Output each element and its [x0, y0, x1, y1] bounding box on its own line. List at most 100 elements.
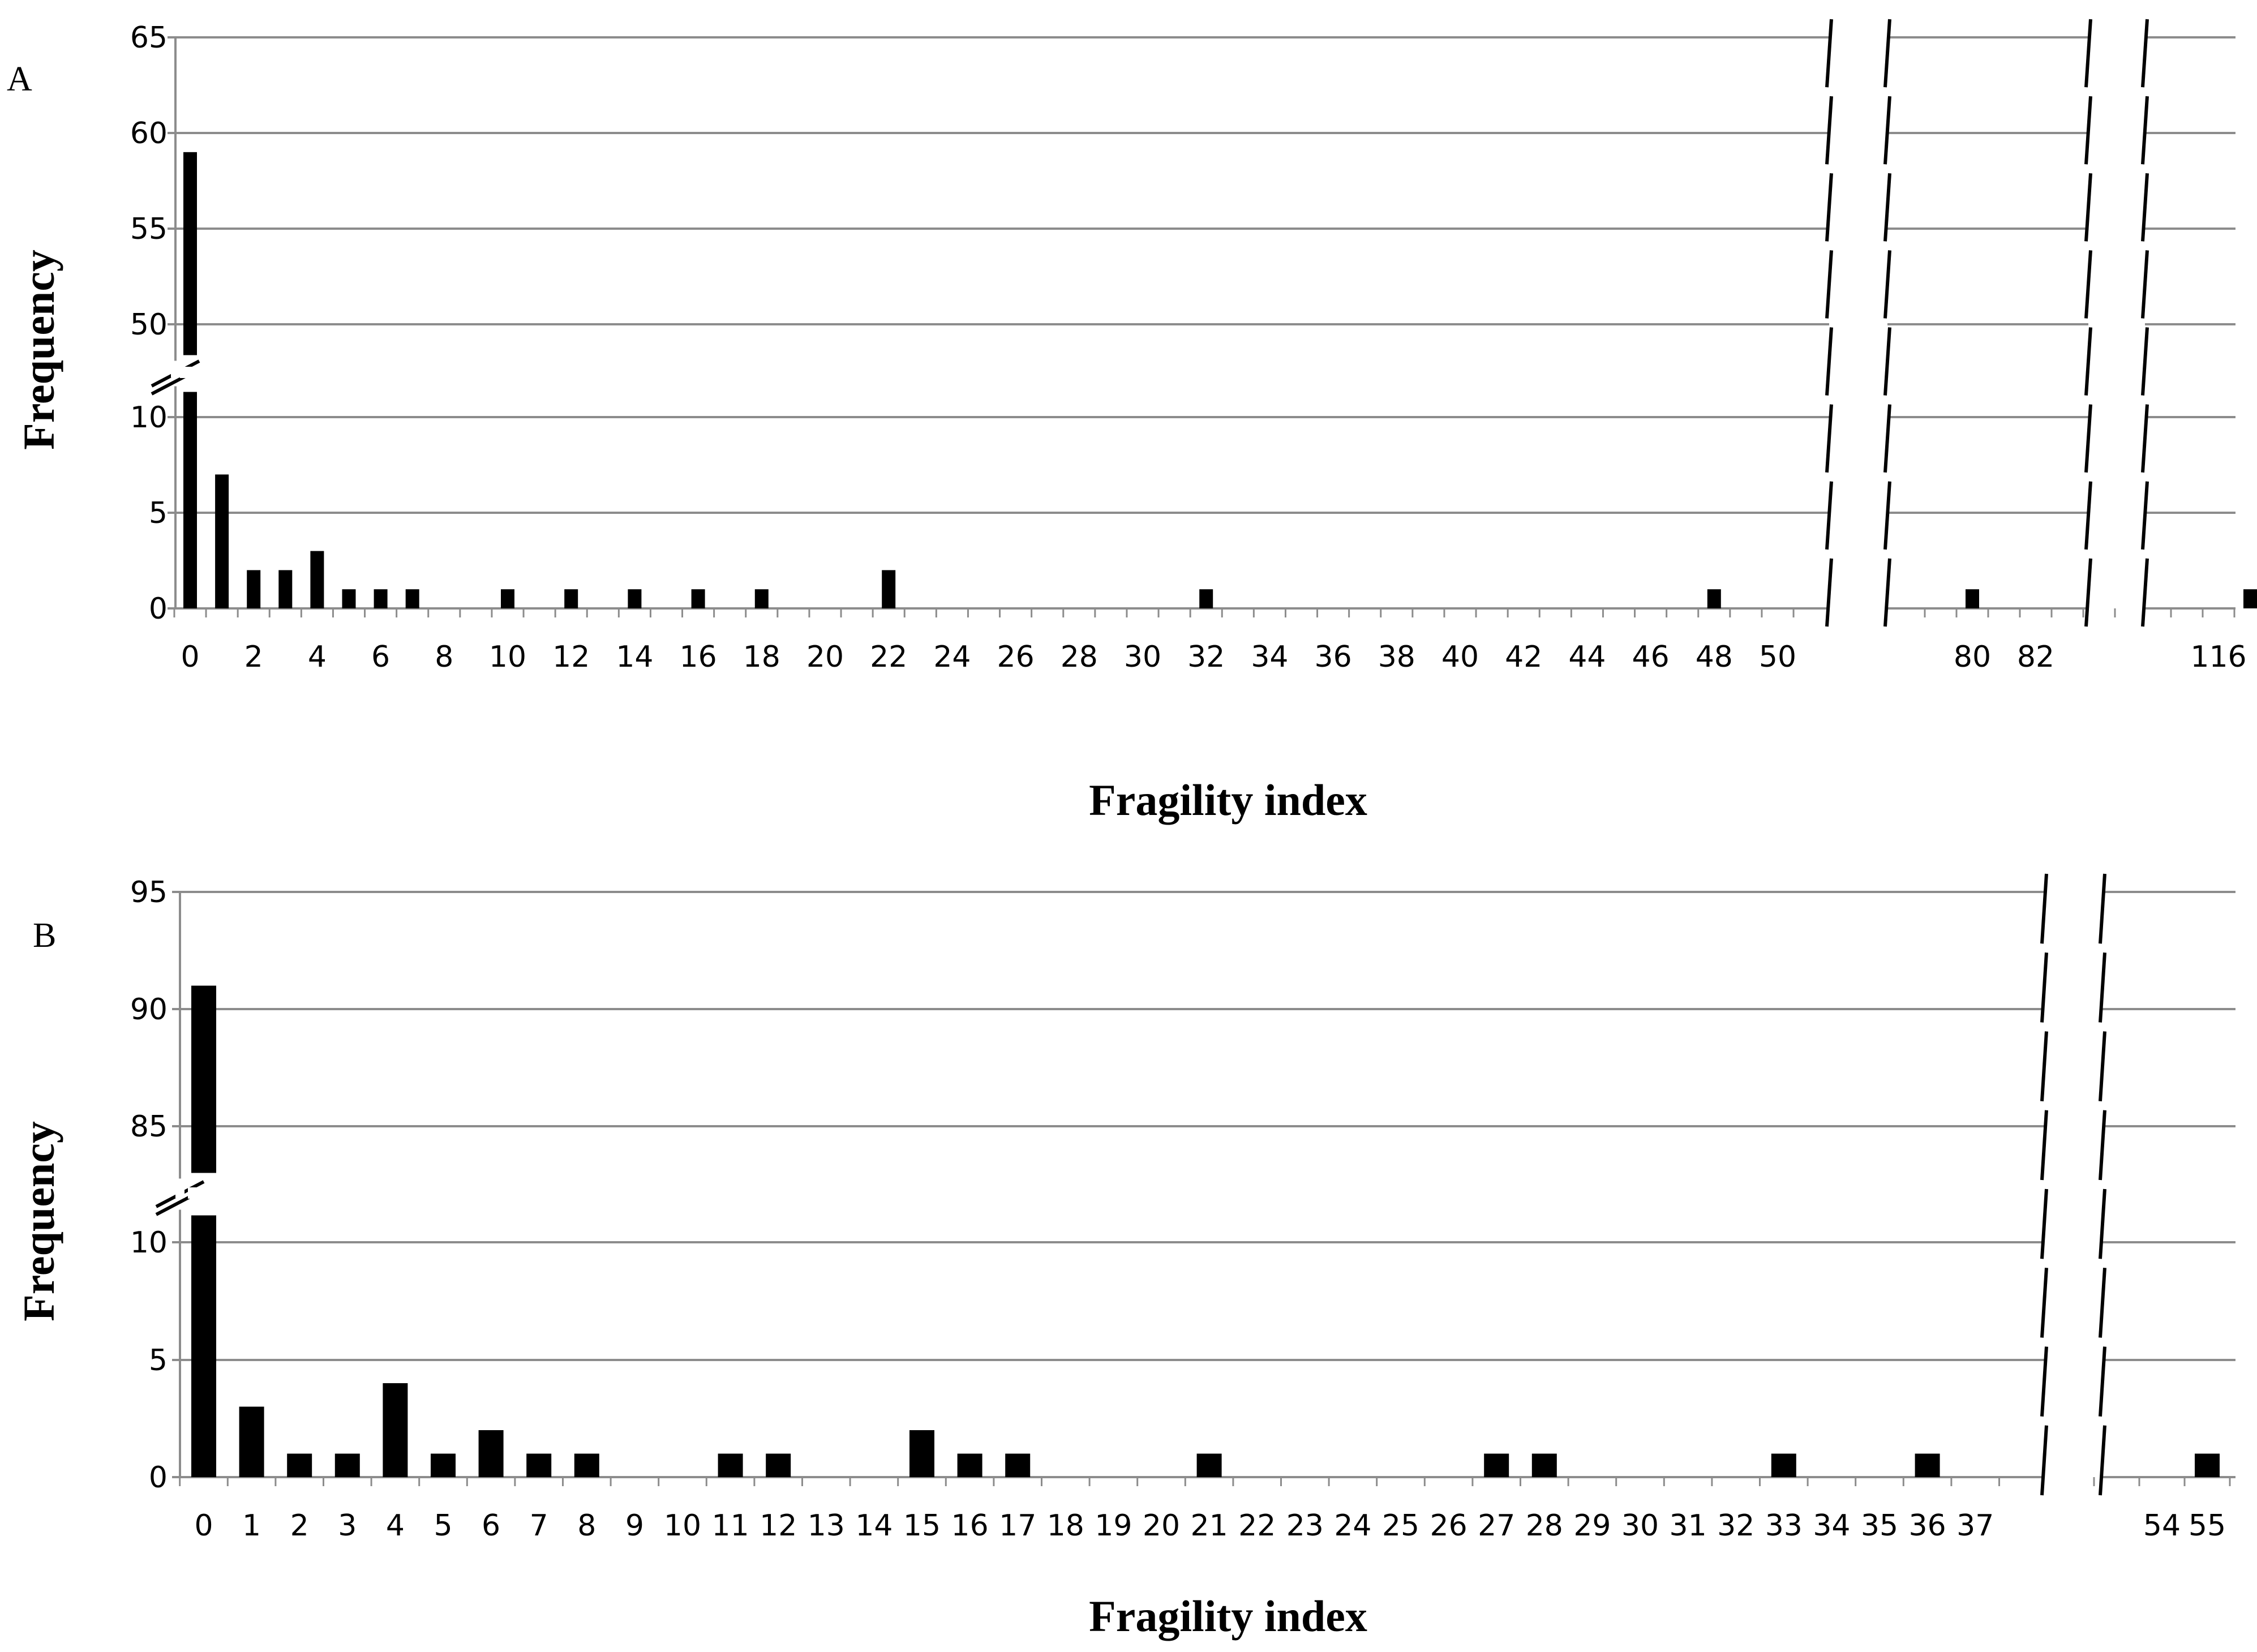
bar: [191, 1215, 216, 1477]
bar: [1771, 1453, 1796, 1477]
x-axis-break-mark: [1883, 558, 1891, 627]
bar: [628, 589, 642, 608]
x-tick-label: 6: [371, 640, 390, 674]
x-tick-label: 15: [903, 1509, 941, 1543]
x-axis-break-mark: [2141, 96, 2149, 165]
panel-b-letter: B: [33, 916, 56, 955]
bar: [1531, 1453, 1557, 1477]
x-tick-label: 116: [2190, 640, 2246, 674]
x-axis-break-mark: [2040, 1188, 2048, 1259]
x-tick-label: 10: [664, 1509, 701, 1543]
x-tick-label: 80: [1954, 640, 1991, 674]
y-tick-label: 0: [149, 592, 168, 626]
x-axis-break-mark: [1825, 481, 1833, 550]
x-axis-break-mark: [2040, 1346, 2048, 1417]
x-tick-label: 44: [1568, 640, 1606, 674]
x-axis-break-mark: [1883, 250, 1891, 319]
x-tick-label: 25: [1382, 1509, 1419, 1543]
x-tick-label: 0: [194, 1509, 213, 1543]
x-tick-label: 54: [2143, 1509, 2181, 1543]
y-tick-label: 65: [130, 21, 168, 55]
x-tick-label: 30: [1621, 1509, 1659, 1543]
bar: [383, 1383, 408, 1477]
y-tick-label: 60: [130, 117, 168, 151]
bar: [287, 1453, 312, 1477]
x-tick-label: 36: [1315, 640, 1352, 674]
x-tick-label: 8: [577, 1509, 596, 1543]
x-axis-break-mark: [2040, 1110, 2048, 1181]
x-tick-label: 34: [1813, 1509, 1850, 1543]
x-tick-label: 46: [1632, 640, 1670, 674]
x-tick-label: 2: [244, 640, 263, 674]
x-axis-break-mark: [2084, 19, 2092, 88]
x-axis-break-mark: [1825, 250, 1833, 319]
x-axis-break-mark: [2099, 1110, 2106, 1181]
bar: [909, 1430, 934, 1477]
x-tick-label: 31: [1670, 1509, 1707, 1543]
y-tick-label: 10: [130, 401, 168, 435]
bar: [564, 589, 578, 608]
x-tick-label: 55: [2189, 1509, 2226, 1543]
x-axis-break-mark: [2084, 96, 2092, 165]
x-axis-break-mark: [2040, 1031, 2048, 1101]
x-tick-label: 20: [1143, 1509, 1180, 1543]
bar: [247, 570, 261, 608]
x-tick-label: 16: [951, 1509, 989, 1543]
panel-a-letter: A: [7, 60, 32, 98]
x-tick-label: 14: [855, 1509, 892, 1543]
bar-break-gap: [180, 367, 200, 378]
bar: [574, 1453, 599, 1477]
x-axis-break-mark: [2099, 1268, 2106, 1338]
bar: [766, 1453, 791, 1477]
bar: [334, 1453, 360, 1477]
x-axis-break-mark: [1883, 404, 1891, 473]
x-axis-break-mark: [1883, 96, 1891, 165]
x-tick-label: 26: [1430, 1509, 1468, 1543]
panel-a-chart: A Frequency Fragility index 051050556065…: [7, 19, 2257, 825]
y-tick-label: 5: [149, 496, 168, 530]
x-axis-break-mark: [2084, 404, 2092, 473]
bar: [183, 152, 197, 355]
bar: [501, 589, 514, 608]
x-tick-label: 10: [489, 640, 526, 674]
x-axis-break-mark: [2099, 1031, 2106, 1101]
x-axis-break-mark: [1883, 481, 1891, 550]
y-tick-label: 90: [130, 993, 168, 1027]
x-tick-label: 37: [1956, 1509, 1994, 1543]
x-tick-label: 1: [242, 1509, 261, 1543]
x-axis-break-mark: [2099, 952, 2106, 1023]
bar: [1484, 1453, 1509, 1477]
x-axis-break-mark: [2084, 327, 2092, 396]
x-tick-label: 5: [434, 1509, 452, 1543]
bar: [239, 1406, 264, 1477]
x-tick-label: 12: [760, 1509, 797, 1543]
x-tick-label: 9: [625, 1509, 644, 1543]
x-tick-label: 24: [933, 640, 971, 674]
x-tick-label: 20: [806, 640, 844, 674]
x-tick-label: 22: [1238, 1509, 1276, 1543]
x-axis-break-mark: [2141, 327, 2149, 396]
x-axis-break-mark: [2099, 873, 2106, 944]
x-tick-label: 12: [552, 640, 590, 674]
y-tick-label: 0: [149, 1461, 168, 1495]
y-tick-label: 85: [130, 1110, 168, 1144]
x-axis-break-mark: [2099, 1425, 2106, 1496]
x-tick-label: 11: [712, 1509, 749, 1543]
x-tick-label: 18: [743, 640, 780, 674]
x-axis-break-mark: [1825, 19, 1833, 88]
x-axis-break-mark: [1883, 19, 1891, 88]
bar: [691, 589, 705, 608]
x-tick-label: 32: [1717, 1509, 1754, 1543]
x-tick-label: 6: [482, 1509, 500, 1543]
x-axis-break-mark: [1825, 96, 1833, 165]
y-tick-label: 10: [130, 1226, 168, 1260]
x-axis-break-mark: [2099, 1346, 2106, 1417]
x-tick-label: 3: [338, 1509, 357, 1543]
x-axis-break-mark: [2141, 19, 2149, 88]
x-tick-label: 50: [1759, 640, 1796, 674]
x-tick-label: 24: [1334, 1509, 1371, 1543]
x-tick-label: 4: [386, 1509, 405, 1543]
x-axis-break-mark: [1883, 327, 1891, 396]
x-tick-label: 4: [308, 640, 327, 674]
